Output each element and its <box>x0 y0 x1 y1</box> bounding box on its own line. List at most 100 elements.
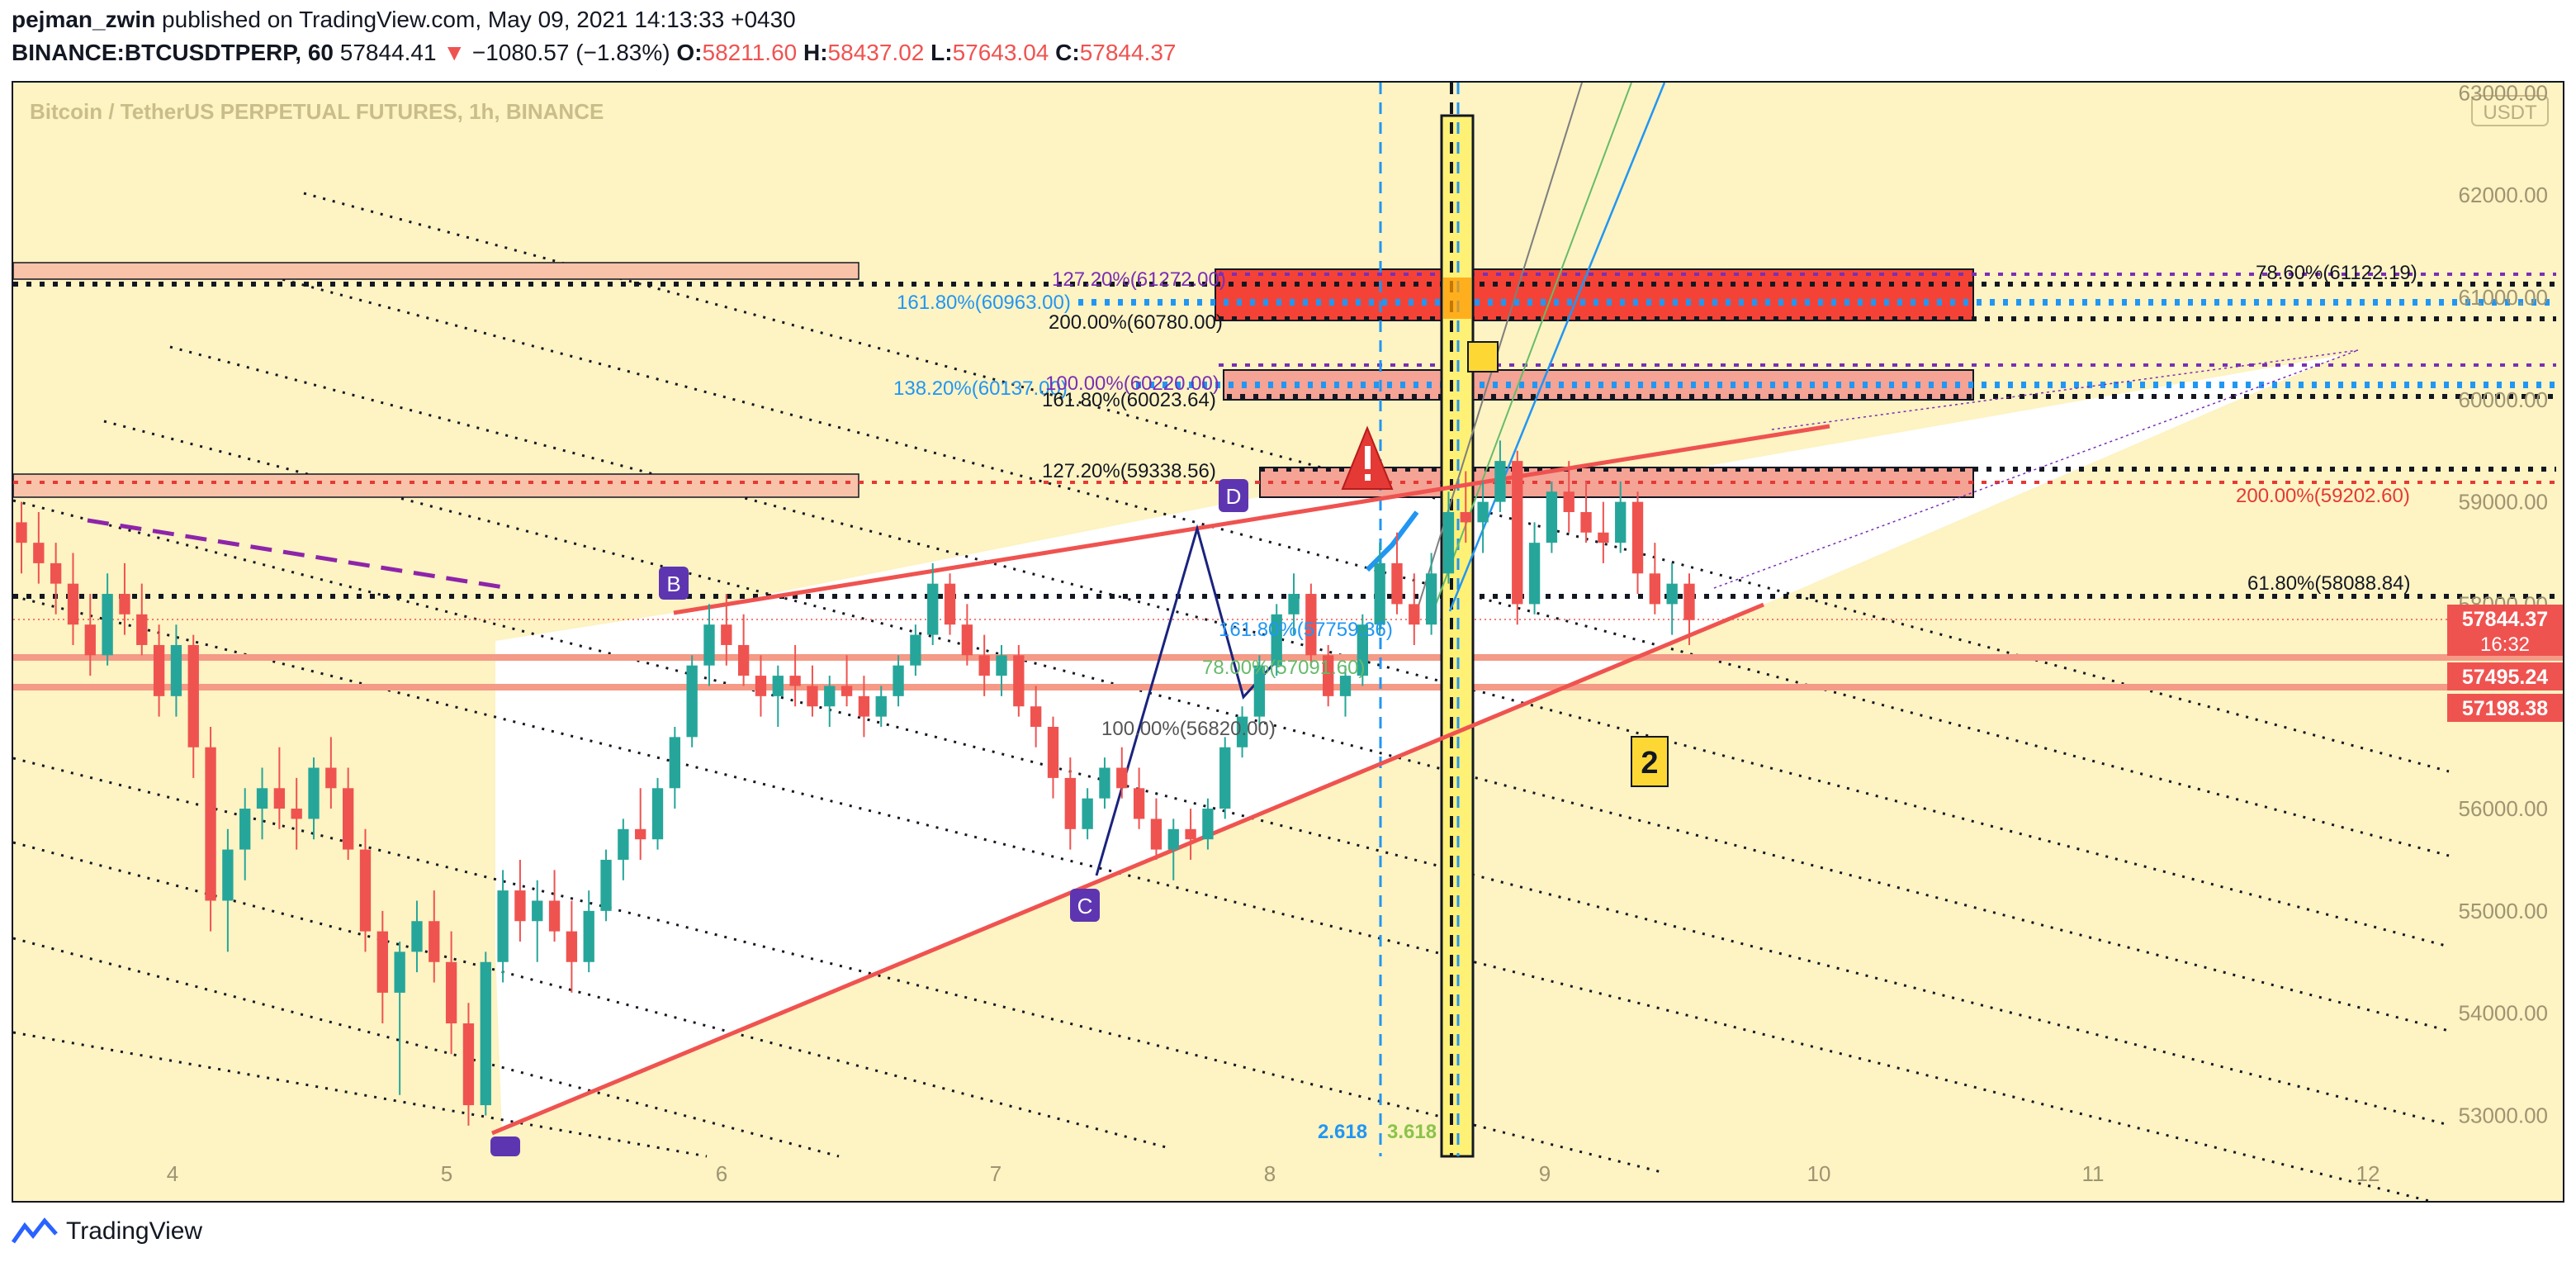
candle <box>67 553 79 645</box>
channel-line <box>12 595 2450 1208</box>
candle-body <box>1288 594 1300 615</box>
candle-body <box>1047 727 1059 778</box>
support-band <box>13 684 2563 690</box>
column-marker <box>1443 278 1471 319</box>
candle <box>1563 461 1574 533</box>
fan-line <box>1448 82 1666 612</box>
candle-body <box>222 849 234 901</box>
channel-line <box>169 345 2450 948</box>
fib-label: 161.80%(60023.64) <box>1042 389 1216 411</box>
candle <box>1082 788 1093 840</box>
price-label-time: 16:32 <box>2480 634 2530 656</box>
candle <box>343 767 354 860</box>
channel-line <box>12 757 1665 1174</box>
drawing-layer <box>12 82 2563 1208</box>
x-tick-label: 12 <box>2356 1161 2380 1186</box>
candle <box>600 849 612 922</box>
wave-label-box <box>1631 736 1669 787</box>
candle <box>205 727 216 932</box>
chart-svg[interactable]: Bitcoin / TetherUS PERPETUAL FUTURES, 1h… <box>12 80 2563 1208</box>
candle-body <box>67 583 79 625</box>
high-value: 58437.02 <box>827 40 925 65</box>
candle-body <box>359 849 372 932</box>
candle <box>807 665 818 717</box>
candle-body <box>600 859 612 911</box>
candle-body <box>205 747 216 901</box>
candle-body <box>1512 461 1523 605</box>
pattern-point-label: D <box>1226 484 1242 509</box>
channel-line <box>12 937 840 1158</box>
candle <box>445 931 457 1055</box>
candle-body <box>1064 777 1076 829</box>
tradingview-logo[interactable]: TradingView <box>12 1217 202 1246</box>
y-tick-label: 56000.00 <box>2459 796 2548 821</box>
candle-body <box>343 788 354 850</box>
candle-body <box>1323 655 1334 696</box>
tradingview-brand: TradingView <box>66 1217 203 1245</box>
close-value: 57844.37 <box>1079 40 1177 65</box>
candle <box>1494 440 1506 512</box>
candle <box>1323 644 1334 707</box>
fib-label: 100.00%(60220.00) <box>1045 373 1219 395</box>
candle <box>1253 655 1266 727</box>
candle <box>1167 819 1179 880</box>
candle-body <box>1409 604 1420 625</box>
candle <box>618 819 629 880</box>
candlestick-series <box>16 440 1695 1126</box>
chart-pane[interactable]: Bitcoin / TetherUS PERPETUAL FUTURES, 1h… <box>12 80 2564 1208</box>
candle <box>1305 583 1317 666</box>
pattern-point-label: B <box>666 572 680 596</box>
candle <box>325 737 337 809</box>
low-label: L: <box>930 40 953 65</box>
candle <box>1615 481 1627 553</box>
candle <box>359 828 372 952</box>
candle-body <box>875 695 887 717</box>
x-tick-label: 9 <box>1539 1161 1551 1186</box>
candle-body <box>961 624 973 656</box>
target-line <box>1713 349 2359 589</box>
candle-body <box>978 655 990 676</box>
candle-body <box>256 788 268 809</box>
fib-level-lines <box>13 273 2556 599</box>
candle <box>514 859 526 942</box>
candle <box>1013 644 1025 717</box>
price-label-box <box>2447 605 2563 656</box>
pattern-point-marker <box>659 567 689 600</box>
candle <box>1030 686 1042 747</box>
candle <box>996 644 1007 696</box>
high-label: H: <box>803 40 828 65</box>
price-label-box <box>2447 662 2563 690</box>
published-text: published on TradingView.com, May 09, 20… <box>162 7 796 32</box>
candle <box>170 624 182 717</box>
candle-body <box>239 809 251 850</box>
y-tick-label: 61000.00 <box>2459 285 2548 310</box>
symbol-name: BINANCE:BTCUSDTPERP, 60 <box>12 40 334 65</box>
pattern-point-marker <box>1219 479 1248 512</box>
candle-body <box>1236 716 1248 747</box>
candle-body <box>927 583 939 635</box>
candle <box>893 655 904 707</box>
candle <box>1666 562 1678 635</box>
candle <box>978 634 990 696</box>
candle-body <box>669 737 681 789</box>
candle-body <box>1494 461 1506 502</box>
author-name[interactable]: pejman_zwin <box>12 7 156 32</box>
candle <box>239 788 251 880</box>
candle-body <box>429 921 440 962</box>
candle-body <box>944 583 956 625</box>
candle-body <box>514 890 526 922</box>
resistance-zone <box>12 262 859 280</box>
candle-body <box>1253 665 1266 717</box>
candle-body <box>153 644 165 696</box>
candle <box>737 614 750 686</box>
trend-dash <box>87 518 509 591</box>
candle <box>153 624 165 717</box>
pattern-point-label: C <box>1077 894 1093 918</box>
candle <box>583 890 594 973</box>
candle-body <box>1167 828 1179 850</box>
fib-label: 61.80%(58088.84) <box>2247 572 2410 595</box>
candle-body <box>1666 583 1678 605</box>
candle <box>772 665 784 727</box>
x-tick-label: 11 <box>2082 1161 2105 1186</box>
candle <box>1339 665 1352 717</box>
